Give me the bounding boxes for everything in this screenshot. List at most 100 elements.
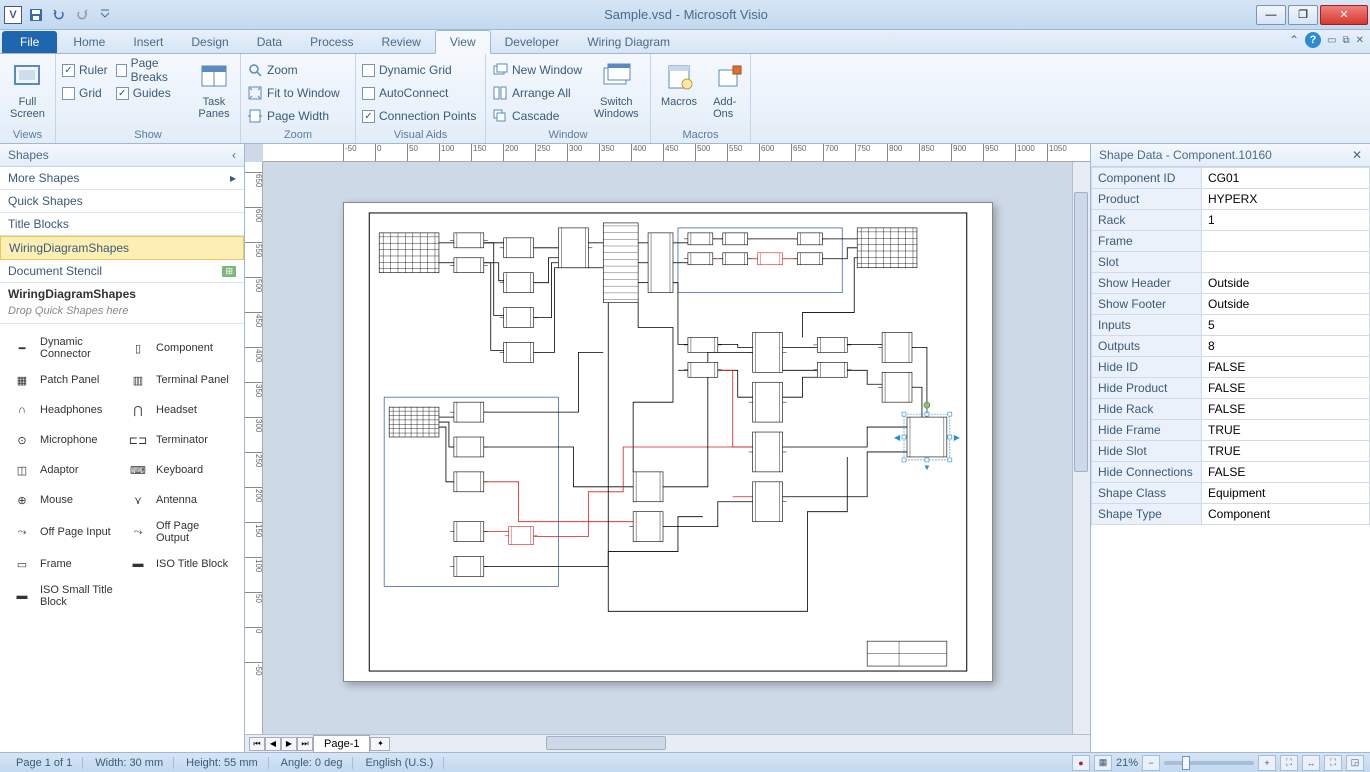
shape-data-row[interactable]: Hide ConnectionsFALSE bbox=[1092, 462, 1370, 483]
shape-category[interactable]: Document Stencil⊞ bbox=[0, 260, 244, 283]
status-language[interactable]: English (U.S.) bbox=[355, 757, 444, 769]
shape-data-row[interactable]: Shape ClassEquipment bbox=[1092, 483, 1370, 504]
shape-data-row[interactable]: Slot bbox=[1092, 252, 1370, 273]
ribbon-tab-data[interactable]: Data bbox=[243, 31, 296, 53]
shape-category[interactable]: Quick Shapes bbox=[0, 190, 244, 213]
zoom-level[interactable]: 21% bbox=[1116, 757, 1138, 769]
help-icon[interactable]: ? bbox=[1305, 32, 1321, 48]
shape-master[interactable]: ━Dynamic Connector bbox=[8, 332, 120, 364]
ribbon-opt3-icon[interactable]: ✕ bbox=[1356, 35, 1364, 46]
shape-data-row[interactable]: Hide SlotTRUE bbox=[1092, 441, 1370, 462]
grid-checkbox[interactable]: Grid bbox=[62, 83, 108, 103]
shape-master[interactable]: ⌨Keyboard bbox=[124, 456, 236, 484]
ribbon-minimize-icon[interactable]: ⌃ bbox=[1289, 33, 1299, 47]
zoom-slider[interactable] bbox=[1164, 761, 1254, 765]
autoconnect-checkbox[interactable]: AutoConnect bbox=[362, 83, 476, 103]
dynamic-grid-checkbox[interactable]: Dynamic Grid bbox=[362, 60, 476, 80]
app-icon[interactable]: V bbox=[2, 4, 24, 26]
shape-data-row[interactable]: Show FooterOutside bbox=[1092, 294, 1370, 315]
shape-data-row[interactable]: Hide RackFALSE bbox=[1092, 399, 1370, 420]
qat-more-icon[interactable] bbox=[94, 4, 116, 26]
sheet-first-icon[interactable]: ⏮ bbox=[249, 737, 265, 751]
arrange-all-button[interactable]: Arrange All bbox=[492, 83, 582, 103]
ribbon-tab-home[interactable]: Home bbox=[59, 31, 119, 53]
pan-zoom-icon[interactable]: ◲ bbox=[1346, 755, 1364, 771]
shape-data-row[interactable]: Rack1 bbox=[1092, 210, 1370, 231]
page-width-button[interactable]: Page Width bbox=[247, 106, 340, 126]
cascade-button[interactable]: Cascade bbox=[492, 106, 582, 126]
task-panes-button[interactable]: Task Panes bbox=[194, 60, 234, 122]
shape-master[interactable]: ⋎Antenna bbox=[124, 486, 236, 514]
ribbon-tab-design[interactable]: Design bbox=[177, 31, 242, 53]
shape-data-row[interactable]: ProductHYPERX bbox=[1092, 189, 1370, 210]
close-button[interactable]: ✕ bbox=[1320, 5, 1368, 25]
ribbon-opt2-icon[interactable]: ⧉ bbox=[1342, 35, 1349, 46]
shape-category[interactable]: Title Blocks bbox=[0, 213, 244, 236]
shape-data-row[interactable]: Component IDCG01 bbox=[1092, 168, 1370, 189]
drawing-page[interactable]: ◀▶▼ bbox=[343, 202, 993, 682]
shape-data-row[interactable]: Hide ProductFALSE bbox=[1092, 378, 1370, 399]
stencil-edit-icon[interactable]: ⊞ bbox=[222, 266, 236, 277]
shape-category[interactable]: WiringDiagramShapes bbox=[0, 236, 244, 260]
guides-checkbox[interactable]: ✓Guides bbox=[116, 83, 186, 103]
shape-master[interactable]: ▭Frame bbox=[8, 550, 120, 578]
close-icon[interactable]: ✕ bbox=[1352, 148, 1362, 162]
ribbon-tab-view[interactable]: View bbox=[435, 30, 491, 54]
pagebreaks-checkbox[interactable]: Page Breaks bbox=[116, 60, 186, 80]
ruler-checkbox[interactable]: ✓Ruler bbox=[62, 60, 108, 80]
shape-data-row[interactable]: Shape TypeComponent bbox=[1092, 504, 1370, 525]
connection-points-checkbox[interactable]: ✓Connection Points bbox=[362, 106, 476, 126]
ribbon-tab-wiring-diagram[interactable]: Wiring Diagram bbox=[573, 31, 684, 53]
sheet-last-icon[interactable]: ⏭ bbox=[297, 737, 313, 751]
ribbon-tab-developer[interactable]: Developer bbox=[491, 31, 574, 53]
shape-data-row[interactable]: Hide FrameTRUE bbox=[1092, 420, 1370, 441]
shape-master[interactable]: ⊏⊐Terminator bbox=[124, 426, 236, 454]
vertical-scrollbar[interactable] bbox=[1072, 162, 1090, 734]
switch-windows-button[interactable]: Switch Windows bbox=[590, 60, 643, 122]
minimize-button[interactable]: — bbox=[1256, 5, 1286, 25]
save-button[interactable] bbox=[25, 4, 47, 26]
fit-page-icon[interactable]: ⛶ bbox=[1280, 755, 1298, 771]
shape-master[interactable]: ▬ISO Title Block bbox=[124, 550, 236, 578]
fit-width-icon[interactable]: ↔ bbox=[1302, 755, 1320, 771]
shape-master[interactable]: ▬ISO Small Title Block bbox=[8, 580, 120, 612]
full-screen-icon[interactable]: ⛶ bbox=[1324, 755, 1342, 771]
shape-master[interactable]: ⊕Mouse bbox=[8, 486, 120, 514]
zoom-out-button[interactable]: − bbox=[1142, 755, 1160, 771]
addons-button[interactable]: Add-Ons bbox=[709, 60, 749, 122]
shape-data-row[interactable]: Show HeaderOutside bbox=[1092, 273, 1370, 294]
record-macro-icon[interactable]: ● bbox=[1072, 755, 1090, 771]
full-screen-button[interactable]: Full Screen bbox=[6, 60, 49, 122]
file-tab[interactable]: File bbox=[2, 31, 57, 53]
shape-master[interactable]: ◫Adaptor bbox=[8, 456, 120, 484]
shape-data-row[interactable]: Hide IDFALSE bbox=[1092, 357, 1370, 378]
fit-window-button[interactable]: Fit to Window bbox=[247, 83, 340, 103]
shape-master[interactable]: ⊙Microphone bbox=[8, 426, 120, 454]
shape-master[interactable]: ▯Component bbox=[124, 332, 236, 364]
ribbon-tab-process[interactable]: Process bbox=[296, 31, 367, 53]
collapse-icon[interactable]: ‹ bbox=[232, 148, 236, 162]
shape-master[interactable]: ⤳Off Page Input bbox=[8, 516, 120, 548]
shape-master[interactable]: ▥Terminal Panel bbox=[124, 366, 236, 394]
new-window-button[interactable]: New Window bbox=[492, 60, 582, 80]
presentation-icon[interactable]: ▦ bbox=[1094, 755, 1112, 771]
sheet-tab[interactable]: Page-1 bbox=[313, 735, 370, 753]
shape-master[interactable]: ▦Patch Panel bbox=[8, 366, 120, 394]
sheet-prev-icon[interactable]: ◀ bbox=[265, 737, 281, 751]
shape-master[interactable]: ∩Headphones bbox=[8, 396, 120, 424]
shape-data-row[interactable]: Inputs5 bbox=[1092, 315, 1370, 336]
zoom-button[interactable]: Zoom bbox=[247, 60, 340, 80]
shape-data-row[interactable]: Frame bbox=[1092, 231, 1370, 252]
macros-button[interactable]: Macros bbox=[657, 60, 701, 110]
shape-data-row[interactable]: Outputs8 bbox=[1092, 336, 1370, 357]
redo-button[interactable] bbox=[71, 4, 93, 26]
maximize-button[interactable]: ❐ bbox=[1288, 5, 1318, 25]
zoom-in-button[interactable]: + bbox=[1258, 755, 1276, 771]
shape-category[interactable]: More Shapes▸ bbox=[0, 167, 244, 190]
sheet-next-icon[interactable]: ▶ bbox=[281, 737, 297, 751]
ribbon-opt1-icon[interactable]: ▭ bbox=[1327, 35, 1336, 46]
sheet-add-icon[interactable]: ✦ bbox=[370, 737, 390, 751]
horizontal-scrollbar[interactable] bbox=[406, 736, 1074, 752]
shape-master[interactable]: ⤳Off Page Output bbox=[124, 516, 236, 548]
shape-master[interactable]: ⋂Headset bbox=[124, 396, 236, 424]
